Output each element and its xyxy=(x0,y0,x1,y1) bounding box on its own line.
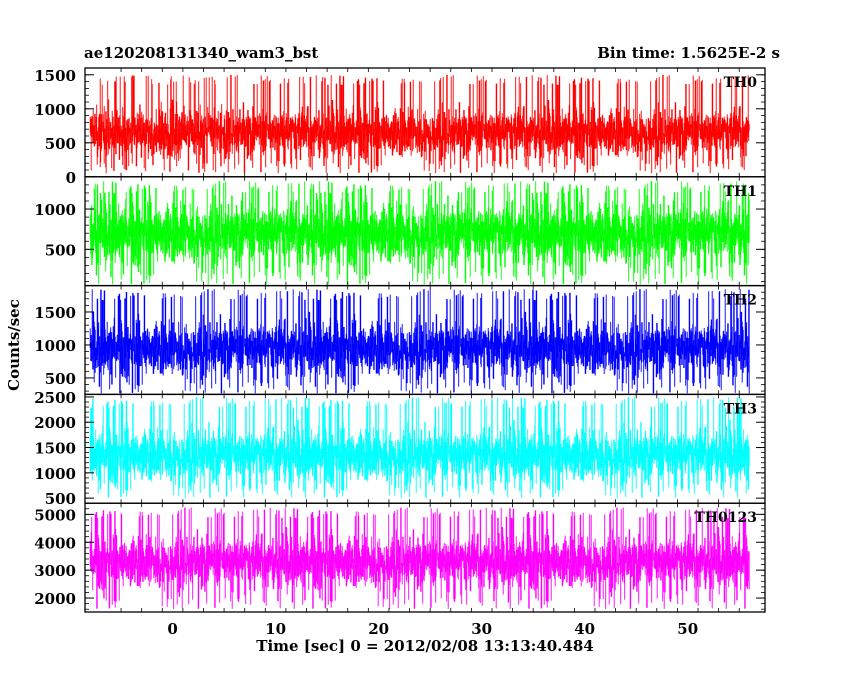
y-tick-label: 1500 xyxy=(34,304,76,322)
series-th1-line xyxy=(89,181,750,285)
y-tick-label: 3000 xyxy=(34,562,76,580)
y-tick-label: 1000 xyxy=(34,201,76,219)
panel-label-th0: TH0 xyxy=(724,75,758,91)
y-tick-label: 500 xyxy=(45,490,76,508)
panel-label-th3: TH3 xyxy=(724,401,757,417)
x-tick-label: 50 xyxy=(677,620,698,638)
series-th3-line xyxy=(89,397,750,498)
y-tick-label: 1000 xyxy=(34,101,76,119)
y-tick-label: 500 xyxy=(45,370,76,388)
x-tick-label: 30 xyxy=(471,620,492,638)
y-tick-label: 2000 xyxy=(34,590,76,608)
y-tick-label: 1500 xyxy=(34,67,76,85)
y-tick-label: 0 xyxy=(66,169,76,187)
y-tick-label: 2000 xyxy=(34,414,76,432)
y-tick-label: 5000 xyxy=(34,506,76,524)
y-tick-label: 500 xyxy=(45,241,76,259)
series-th2-line xyxy=(89,289,750,394)
chart-title: ae120208131340_wam3_bst xyxy=(84,44,319,62)
y-tick-label: 1000 xyxy=(34,337,76,355)
y-axis-label: Counts/sec xyxy=(5,299,23,391)
x-tick-label: 40 xyxy=(574,620,595,638)
y-tick-label: 500 xyxy=(45,135,76,153)
series-th0123-line xyxy=(89,507,750,609)
x-axis-label: Time [sec] 0 = 2012/02/08 13:13:40.484 xyxy=(256,637,594,655)
x-tick-label: 10 xyxy=(265,620,286,638)
y-tick-label: 4000 xyxy=(34,534,76,552)
bin-time-label: Bin time: 1.5625E-2 s xyxy=(597,44,780,62)
panel-label-th2: TH2 xyxy=(724,293,757,309)
y-tick-label: 2500 xyxy=(34,389,76,407)
panel-label-th1: TH1 xyxy=(724,184,757,200)
series-th0-line xyxy=(89,75,750,174)
x-tick-label: 0 xyxy=(167,620,177,638)
panel-th0123-frame xyxy=(84,502,766,613)
x-tick-label: 20 xyxy=(368,620,389,638)
y-tick-label: 1500 xyxy=(34,440,76,458)
panel-label-th0123: TH0123 xyxy=(694,510,757,526)
y-tick-label: 1000 xyxy=(34,465,76,483)
